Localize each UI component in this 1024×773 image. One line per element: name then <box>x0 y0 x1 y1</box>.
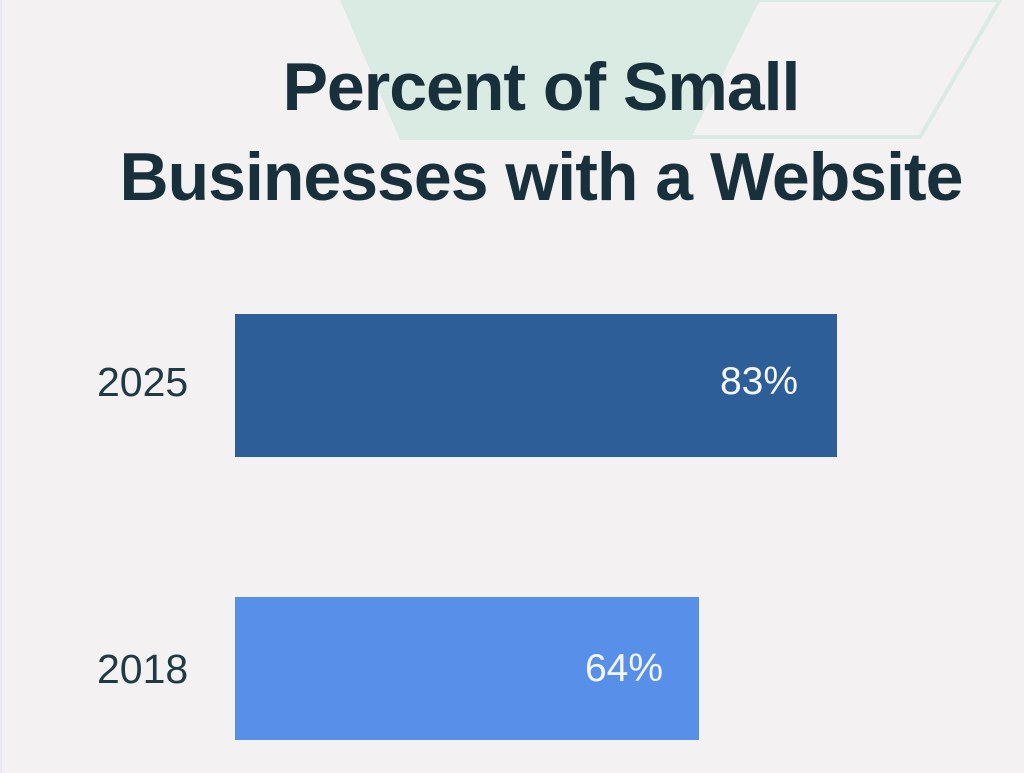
filled-trapezoid-shape <box>340 0 760 140</box>
category-label: 2025 <box>97 359 189 405</box>
chart-title: Percent of Small Businesses with a Websi… <box>0 42 1024 222</box>
bar-2018 <box>235 597 699 740</box>
chart-title-line-1: Percent of Small <box>282 49 801 125</box>
bar-value-label: 83% <box>719 360 798 403</box>
bar-value-label: 64% <box>584 647 663 690</box>
left-border <box>0 0 2 773</box>
category-label: 2018 <box>97 646 189 692</box>
bar-2025 <box>235 314 837 457</box>
chart-title-line-2: Businesses with a Website <box>119 139 964 215</box>
outline-trapezoid-shape <box>681 0 1003 139</box>
